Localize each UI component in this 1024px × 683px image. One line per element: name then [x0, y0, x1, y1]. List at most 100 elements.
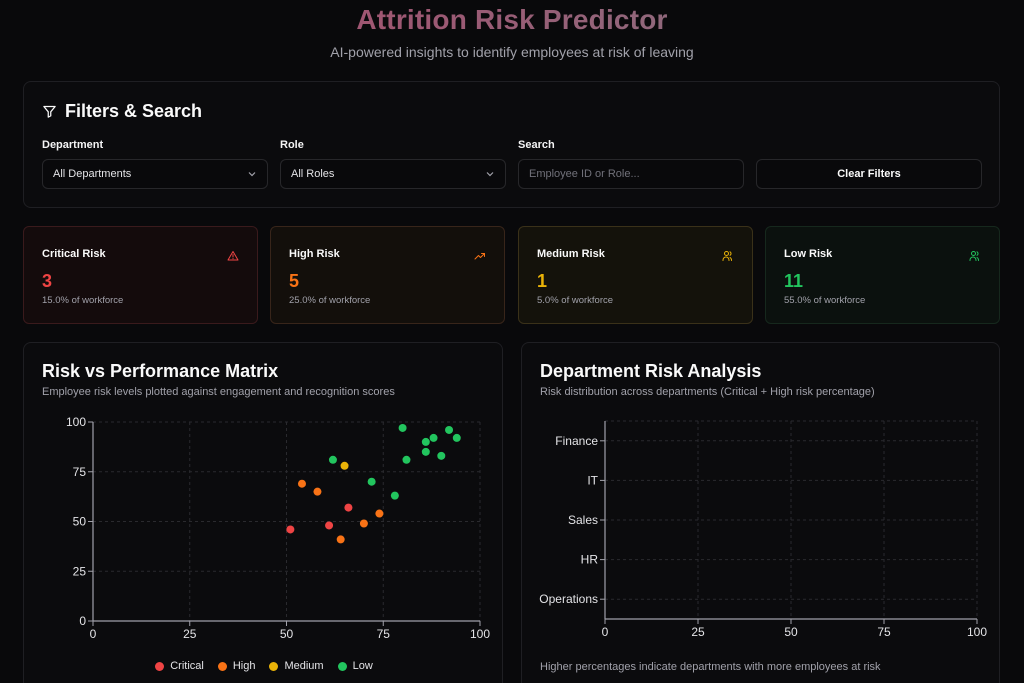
users-icon	[969, 251, 979, 261]
scatter-chart: 0 25 50 75 100 0 25 50 75 100	[66, 415, 490, 641]
scatter-point-low[interactable]	[421, 447, 430, 456]
bar-grid	[605, 420, 978, 619]
scatter-point-high[interactable]	[336, 535, 345, 544]
scatter-point-low[interactable]	[429, 433, 438, 442]
filters-title: Filters & Search	[42, 101, 202, 122]
x-tick-label: 0	[90, 627, 97, 641]
scatter-point-low[interactable]	[421, 437, 430, 446]
y-tick-label: 100	[66, 415, 86, 429]
scatter-point-high[interactable]	[297, 479, 306, 488]
scatter-point-low[interactable]	[328, 455, 337, 464]
scatter-point-low[interactable]	[437, 451, 446, 460]
scatter-point-low[interactable]	[398, 423, 407, 432]
y-tick-label: 50	[73, 515, 87, 529]
y-tick-label: 75	[73, 465, 87, 479]
risk-card-label: Low Risk	[784, 248, 833, 260]
bar-chart-subtitle: Risk distribution across departments (Cr…	[540, 386, 875, 398]
scatter-chart-panel: Risk vs Performance Matrix Employee risk…	[23, 342, 503, 683]
x-tick-label: 0	[602, 625, 609, 639]
legend-item-high[interactable]: High	[217, 660, 256, 672]
scatter-chart-subtitle: Employee risk levels plotted against eng…	[42, 386, 395, 398]
chevron-down-icon	[248, 172, 256, 177]
x-tick-label: 50	[280, 627, 294, 641]
risk-card-value: 11	[784, 271, 804, 291]
legend-dot	[155, 661, 165, 671]
risk-card-label: High Risk	[289, 248, 340, 260]
filters-panel: Filters & Search Department All Departme…	[23, 81, 1000, 208]
legend-label: Medium	[284, 660, 324, 672]
scatter-point-low[interactable]	[445, 425, 454, 434]
search-label: Search	[518, 139, 555, 151]
role-label: Role	[280, 139, 304, 151]
x-tick-label: 100	[470, 627, 490, 641]
x-tick-label: 75	[877, 625, 891, 639]
category-label: Sales	[568, 513, 598, 527]
clear-filters-button[interactable]: Clear Filters	[756, 159, 982, 189]
risk-card-value: 3	[42, 271, 53, 291]
bar-chart: 0 25 50 75 100 Finance IT Sales HR Operations	[539, 420, 987, 639]
scatter-point-low[interactable]	[452, 433, 461, 442]
x-tick-label: 50	[784, 625, 798, 639]
risk-card-low-risk: Low Risk 11 55.0% of workforce	[765, 226, 1000, 324]
department-select-value: All Departments	[53, 168, 132, 180]
risk-card-subtext: 15.0% of workforce	[42, 295, 124, 306]
risk-card-label: Critical Risk	[42, 248, 106, 260]
scatter-point-low[interactable]	[402, 455, 411, 464]
scatter-point-medium[interactable]	[340, 461, 349, 470]
scatter-grid	[93, 421, 481, 621]
scatter-point-high[interactable]	[375, 509, 384, 518]
filter-icon	[43, 105, 56, 118]
x-tick-label: 25	[691, 625, 705, 639]
legend-item-low[interactable]: Low	[337, 660, 373, 672]
users-icon	[722, 251, 732, 261]
legend-item-critical[interactable]: Critical	[155, 660, 204, 672]
category-label: Operations	[539, 592, 598, 606]
category-label: IT	[587, 473, 598, 487]
risk-card-critical-risk: Critical Risk 3 15.0% of workforce	[23, 226, 258, 324]
risk-card-label: Medium Risk	[537, 248, 605, 260]
y-tick-label: 0	[79, 614, 86, 628]
series-critical	[286, 503, 353, 534]
risk-card-subtext: 5.0% of workforce	[537, 295, 614, 306]
x-tick-label: 75	[377, 627, 391, 641]
risk-card-value: 5	[289, 271, 300, 291]
x-tick-label: 25	[183, 627, 197, 641]
series-medium	[340, 461, 349, 470]
legend-dot	[217, 661, 227, 671]
page-subtitle: AI-powered insights to identify employee…	[330, 44, 694, 60]
x-tick-label: 100	[967, 625, 987, 639]
scatter-point-critical[interactable]	[325, 521, 334, 530]
risk-card-subtext: 25.0% of workforce	[289, 295, 371, 306]
scatter-chart-title: Risk vs Performance Matrix	[42, 361, 279, 381]
role-select[interactable]: All Roles	[280, 159, 506, 189]
legend-dot	[269, 661, 279, 671]
page-title: Attrition Risk Predictor	[0, 4, 1024, 36]
legend-label: Critical	[170, 660, 204, 672]
risk-card-medium-risk: Medium Risk 1 5.0% of workforce	[518, 226, 753, 324]
risk-card-high-risk: High Risk 5 25.0% of workforce	[270, 226, 505, 324]
category-label: Finance	[555, 434, 598, 448]
legend-dot	[337, 661, 347, 671]
scatter-point-critical[interactable]	[344, 503, 353, 512]
legend-item-medium[interactable]: Medium	[269, 660, 324, 672]
category-label: HR	[581, 553, 599, 567]
role-select-value: All Roles	[291, 168, 335, 180]
scatter-point-high[interactable]	[313, 487, 322, 496]
department-label: Department	[42, 139, 104, 151]
scatter-legend: Critical High Medium Low	[24, 660, 504, 672]
filters-title-text: Filters & Search	[65, 101, 203, 121]
department-select[interactable]: All Departments	[42, 159, 268, 189]
legend-label: High	[232, 660, 256, 672]
series-high	[297, 479, 384, 544]
risk-card-value: 1	[537, 271, 548, 291]
scatter-point-low[interactable]	[367, 477, 376, 486]
y-tick-label: 25	[73, 564, 87, 578]
scatter-point-critical[interactable]	[286, 525, 295, 534]
search-input[interactable]: Employee ID or Role...	[518, 159, 744, 189]
scatter-point-high[interactable]	[359, 519, 368, 528]
scatter-point-low[interactable]	[390, 491, 399, 500]
series-low	[328, 423, 461, 500]
alert-triangle-icon	[227, 251, 239, 261]
bar-chart-title: Department Risk Analysis	[540, 361, 762, 381]
legend-label: Low	[352, 660, 373, 672]
